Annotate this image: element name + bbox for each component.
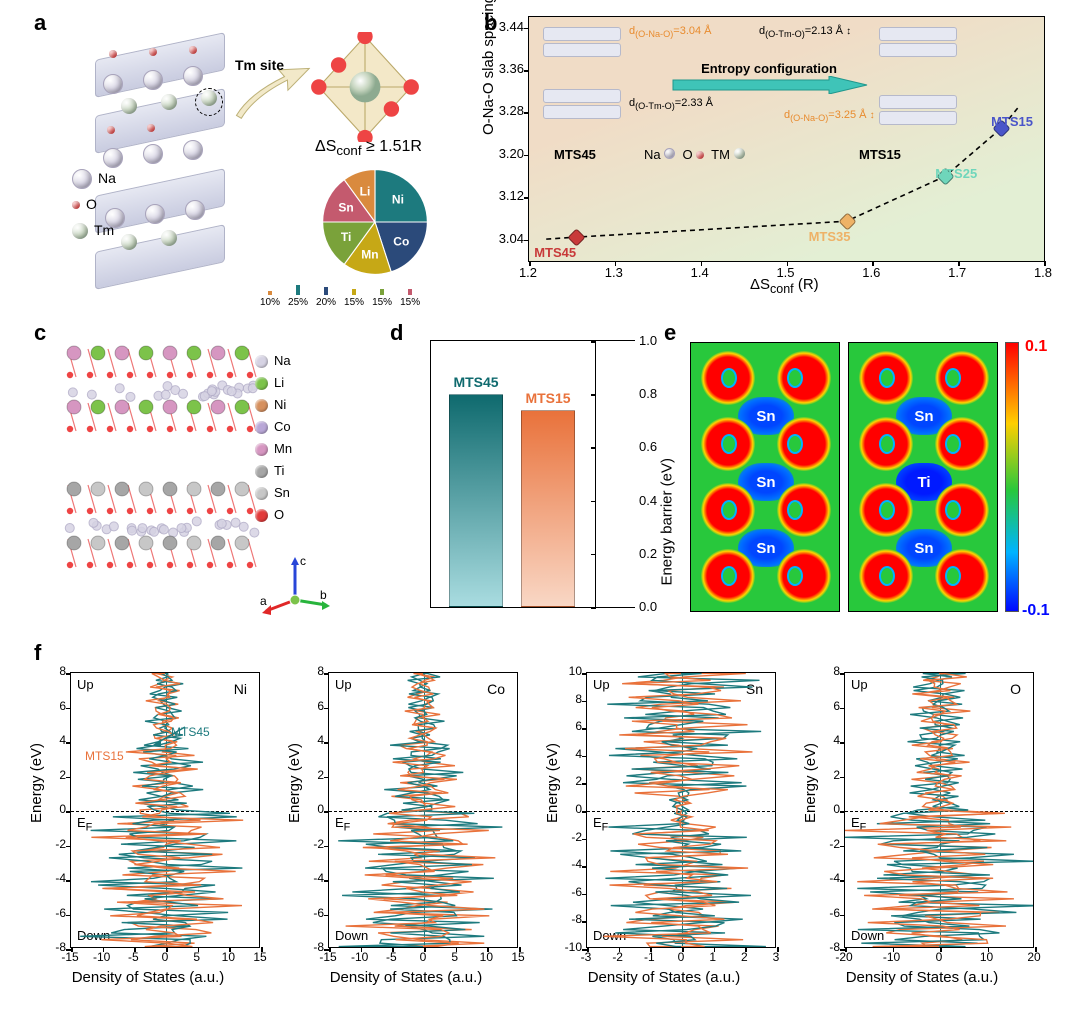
svg-text:Ni: Ni (392, 192, 404, 206)
b-inset-right-top (879, 27, 957, 57)
b-inset-left-bot (543, 89, 621, 119)
legend-o: O (255, 504, 292, 526)
pie-chart: Ni Co Mn Ti Sn Li (300, 162, 450, 282)
point-label-mts15: MTS15 (991, 114, 1033, 129)
panel-f: UpDownNiEFMTS15MTS45Energy (eV)Density o… (30, 640, 1060, 1020)
panel-b: O-Na-O slab spacing (Å) ΔSconf (R) d(O-N… (480, 10, 1060, 300)
charge-density-map-left: SnSnSn (690, 342, 840, 612)
panel-e: SnSnSn SnTiSn 0.1 -0.1 (660, 320, 1060, 620)
b-inset-left-top (543, 27, 621, 57)
colorbar (1005, 342, 1019, 612)
c-legend: NaLiNiCoMnTiSnO (255, 350, 292, 526)
point-label-mts25: MTS25 (935, 166, 977, 181)
entropy-arrow: Entropy configuration (669, 61, 869, 93)
octahedron (310, 32, 420, 142)
supercell-svg (60, 345, 270, 605)
b-annot-otm-left: d(O-Tm-O)=2.33 Å (629, 97, 713, 111)
panel-d: MTS45MTS15 0.00.20.40.60.81.0 Energy bar… (385, 320, 645, 620)
legend-ti: Ti (255, 460, 292, 482)
dos-plot-o: UpDownOEFEnergy (eV)Density of States (a… (804, 668, 1040, 978)
b-inset-left-label: MTS45 (554, 147, 596, 162)
dos-plot-ni: UpDownNiEFMTS15MTS45Energy (eV)Density o… (30, 668, 266, 978)
svg-text:Ti: Ti (341, 230, 351, 244)
svg-text:a: a (260, 594, 267, 608)
bar-mts15 (521, 410, 575, 607)
colorbar-max: 0.1 (1025, 338, 1047, 356)
legend-co: Co (255, 416, 292, 438)
b-annot-otm-right: d(O-Tm-O)=2.13 Å ↕ (759, 25, 851, 39)
bar-chart: MTS45 MTS15 (430, 340, 595, 608)
bar-chart-right-axis: 0.00.20.40.60.81.0 (595, 340, 635, 608)
svg-text:c: c (300, 555, 306, 568)
charge-density-map-right: SnTiSn (848, 342, 998, 612)
panel-c: NaLiNiCoMnTiSnO a b c (30, 320, 360, 620)
svg-text:Co: Co (393, 234, 409, 248)
dos-plot-sn: UpDownSnEFEnergy (eV)Density of States (… (546, 668, 782, 978)
chart-b-area: d(O-Na-O)=3.04 Å d(O-Tm-O)=2.33 Å d(O-Tm… (528, 16, 1045, 262)
colorbar-min: -0.1 (1022, 602, 1050, 620)
b-inline-legend: Na O TM (644, 147, 745, 162)
b-inset-right-label: MTS15 (859, 147, 901, 162)
b-inset-right-bot (879, 95, 957, 125)
panel-a: Na O Tm Tm site ΔSconf ≥ 1.51R Ni Co Mn Ti S… (30, 10, 460, 300)
svg-text:Mn: Mn (361, 247, 378, 261)
legend-na: Na (255, 350, 292, 372)
legend-li: Li (255, 372, 292, 394)
bar-label-mts15: MTS15 (515, 390, 581, 406)
svg-text:Sn: Sn (338, 201, 353, 215)
point-label-mts35: MTS35 (809, 229, 851, 244)
axes-gizmo: a b c (260, 555, 330, 615)
dos-plot-co: UpDownCoEFEnergy (eV)Density of States (… (288, 668, 524, 978)
b-annot-ona-right: d(O-Na-O)=3.25 Å ↕ (784, 109, 875, 123)
entropy-threshold: ΔSconf ≥ 1.51R (315, 138, 422, 158)
legend-mn: Mn (255, 438, 292, 460)
point-label-mts45: MTS45 (534, 245, 576, 260)
svg-text:Li: Li (360, 184, 371, 198)
bar-label-mts45: MTS45 (443, 374, 509, 390)
legend-sn: Sn (255, 482, 292, 504)
atom-legend: Na O Tm (72, 165, 116, 243)
tm-site-label: Tm site (235, 57, 284, 73)
b-ylabel: O-Na-O slab spacing (Å) (480, 0, 497, 135)
b-annot-ona-left: d(O-Na-O)=3.04 Å (629, 25, 712, 39)
legend-ni: Ni (255, 394, 292, 416)
bar-mts45 (449, 394, 503, 607)
pie-scale: 10%25%20%15%15%15% (260, 285, 420, 308)
svg-text:b: b (320, 588, 327, 602)
